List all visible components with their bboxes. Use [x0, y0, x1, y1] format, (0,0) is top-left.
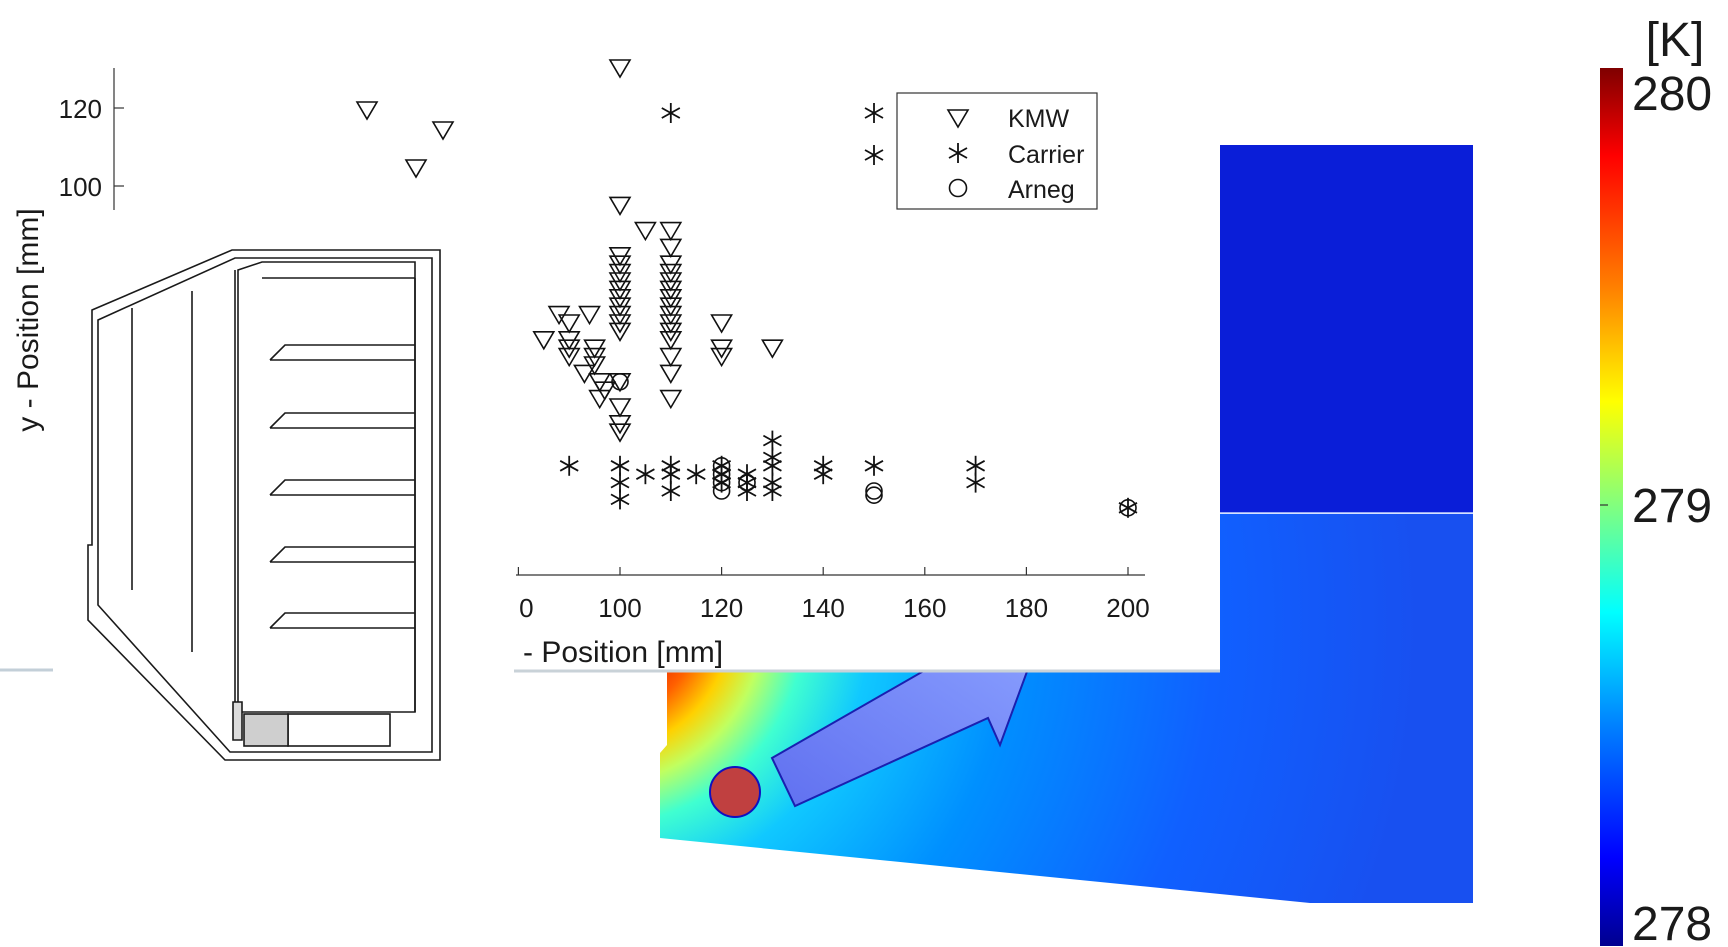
- arneg-point-0: [611, 372, 629, 391]
- x-tick-label-30: 0: [519, 593, 533, 623]
- y-axis-label: y - Position [mm]: [12, 208, 45, 431]
- kmw-point-39: [659, 389, 683, 410]
- kmw-point-4: [557, 347, 581, 368]
- arneg-point-8: [865, 486, 883, 505]
- arneg-point-5: [865, 482, 883, 500]
- legend-carrier-marker: [948, 143, 968, 163]
- x-tick-label-160: 160: [903, 593, 946, 623]
- carrier-point-6: [610, 472, 630, 493]
- kmw-point-0: [532, 331, 556, 351]
- carrier-point-7: [635, 464, 655, 485]
- legend: KMW Carrier Arneg: [896, 92, 1098, 210]
- colorbar: [K] 280 279 278: [1600, 14, 1712, 947]
- legend-arneg-marker: [948, 178, 968, 198]
- carrier-point-9: [661, 481, 681, 501]
- kmw-outlier-point-3: [608, 59, 632, 79]
- arneg-point-7: [738, 473, 756, 492]
- arneg-point-3: [712, 473, 731, 492]
- legend-carrier-label: Carrier: [1008, 141, 1084, 169]
- carrier-point-25: [966, 472, 986, 493]
- carrier-point-26: [1118, 497, 1138, 518]
- scatter-panel: [514, 0, 1220, 670]
- upper-cold-region: [1220, 145, 1473, 513]
- shelf-3: [269, 479, 415, 496]
- front-sill: [232, 701, 243, 741]
- kmw-outlier-point-1: [431, 121, 455, 141]
- carrier-point-1: [864, 103, 884, 123]
- x-tick-label-200: 200: [1106, 593, 1149, 623]
- legend-kmw-label: KMW: [1008, 105, 1070, 133]
- kmw-point-46: [547, 305, 571, 326]
- carrier-point-24: [966, 455, 986, 476]
- kmw-outlier-point-0: [355, 101, 379, 121]
- product-marker-circle: [709, 766, 761, 818]
- kmw-point-43: [761, 339, 784, 359]
- lower-region: [660, 514, 1473, 903]
- carrier-point-17: [762, 430, 782, 451]
- carrier-point-0: [661, 103, 681, 123]
- y-tick-label-120: 120: [59, 94, 102, 124]
- arneg-point-4: [712, 482, 731, 500]
- kmw-point-9: [608, 196, 632, 216]
- temperature-field: [660, 145, 1473, 903]
- shelf-2: [269, 412, 415, 429]
- shelf-5: [269, 612, 415, 629]
- kmw-point-38: [659, 364, 683, 384]
- arneg-point-1: [712, 456, 731, 475]
- base-tray: [287, 713, 391, 747]
- x-tick-label-180: 180: [1005, 593, 1048, 623]
- left-axis: 120 100 y - Position [mm]: [12, 68, 124, 432]
- kmw-point-48: [588, 389, 612, 410]
- base-insulation: [243, 713, 289, 747]
- kmw-outlier-point-2: [404, 159, 428, 179]
- kmw-point-36: [659, 331, 683, 351]
- kmw-point-1: [557, 314, 581, 334]
- x-tick-label-120: 120: [700, 593, 743, 623]
- cabinet-cross-section: [87, 249, 441, 761]
- arneg-point-6: [1119, 498, 1137, 517]
- carrier-point-22: [813, 464, 833, 485]
- carrier-point-10: [686, 464, 706, 485]
- kmw-point-45: [588, 373, 612, 393]
- kmw-point-37: [659, 347, 683, 368]
- scatter-axes: 0 100 120 140 160 180 200 - Position [mm]: [516, 567, 1150, 669]
- colorbar-gradient: [1600, 68, 1623, 946]
- colorbar-unit: [K]: [1646, 14, 1705, 67]
- carrier-point-23: [864, 455, 884, 476]
- legend-arneg-label: Arneg: [1008, 176, 1075, 204]
- x-tick-label-140: 140: [802, 593, 845, 623]
- x-tick-label-100: 100: [598, 593, 641, 623]
- y-tick-label-100: 100: [59, 172, 102, 202]
- carrier-point-5: [610, 455, 630, 476]
- x-ticks: 0 100 120 140 160 180 200: [517, 567, 1150, 623]
- kmw-point-24: [634, 221, 657, 242]
- carrier-point-27: [610, 489, 630, 510]
- kmw-point-40: [710, 314, 733, 334]
- carrier-point-28: [661, 464, 681, 485]
- inner-cabinet-wall: [237, 261, 416, 713]
- kmw-point-25: [659, 221, 683, 242]
- kmw-point-42: [710, 347, 733, 368]
- cabinet-outer-outline: [87, 249, 441, 761]
- scatter-marks: [355, 59, 1138, 518]
- carrier-point-20: [762, 481, 782, 501]
- colorbar-max-label: 280: [1632, 68, 1712, 121]
- shelf-1: [269, 344, 415, 361]
- x-axis-label: - Position [mm]: [523, 636, 723, 669]
- kmw-point-21: [608, 398, 632, 418]
- legend-kmw-marker: [946, 109, 970, 129]
- colorbar-mid-label: 279: [1632, 480, 1712, 533]
- legend-box: [896, 92, 1098, 210]
- cabinet-inner-outline: [97, 257, 433, 753]
- kmw-point-26: [659, 238, 683, 258]
- kmw-point-23: [608, 423, 632, 443]
- carrier-point-4: [559, 455, 579, 476]
- carrier-point-2: [864, 145, 884, 165]
- kmw-point-47: [578, 305, 601, 326]
- carrier-point-29: [762, 447, 782, 468]
- kmw-point-19: [608, 322, 632, 342]
- colorbar-min-label: 278: [1632, 898, 1712, 947]
- shelf-4: [269, 546, 415, 563]
